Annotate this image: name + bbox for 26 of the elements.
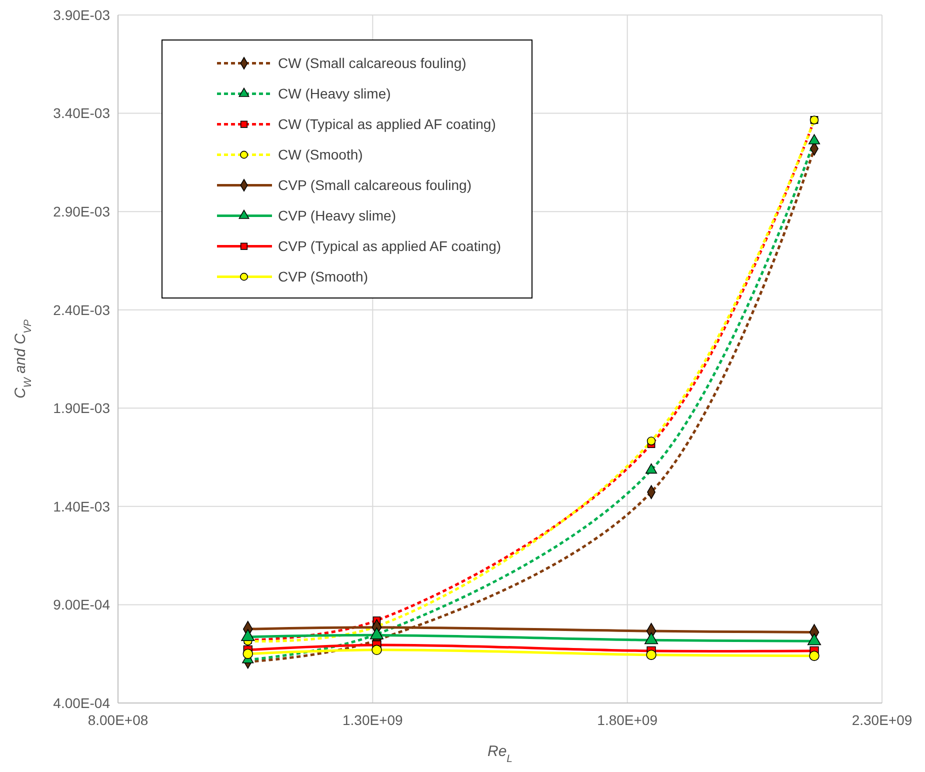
legend-label: CVP (Smooth) (278, 268, 368, 285)
y-tick-label: 2.90E-03 (53, 203, 110, 220)
legend-label: CW (Small calcareous fouling) (278, 55, 466, 72)
x-tick-label: 8.00E+08 (88, 712, 148, 728)
y-tick-label: 1.40E-03 (53, 498, 110, 514)
y-tick-label: 1.90E-03 (53, 400, 110, 416)
y-tick-label: 9.00E-04 (53, 596, 110, 613)
legend-label: CW (Heavy slime) (278, 86, 391, 102)
point (646, 436, 656, 446)
point (646, 650, 656, 660)
point (242, 648, 253, 659)
legend-label: CW (Typical as applied AF coating) (278, 116, 496, 132)
y-tick-label: 3.90E-03 (53, 6, 110, 23)
x-tick-label: 1.80E+09 (597, 712, 658, 728)
y-tick-label: 3.40E-03 (53, 105, 110, 122)
point (372, 644, 382, 656)
point (809, 650, 820, 661)
legend-label: CW (Smooth) (278, 146, 363, 163)
x-axis-title: Re$_{L}$ (487, 743, 513, 765)
legend-label: CVP (Small calcareous fouling) (278, 177, 472, 194)
x-tick-label: 1.30E+09 (342, 712, 404, 728)
x-tick-label: 2.30E+09 (852, 712, 912, 728)
legend-label: CVP (Heavy slime) (278, 208, 396, 224)
y-tick-label: 2.40E-03 (53, 302, 110, 318)
legend-label: CVP (Typical as applied AF coating) (278, 238, 502, 254)
y-tick-label: 4.00E-04 (53, 694, 110, 711)
